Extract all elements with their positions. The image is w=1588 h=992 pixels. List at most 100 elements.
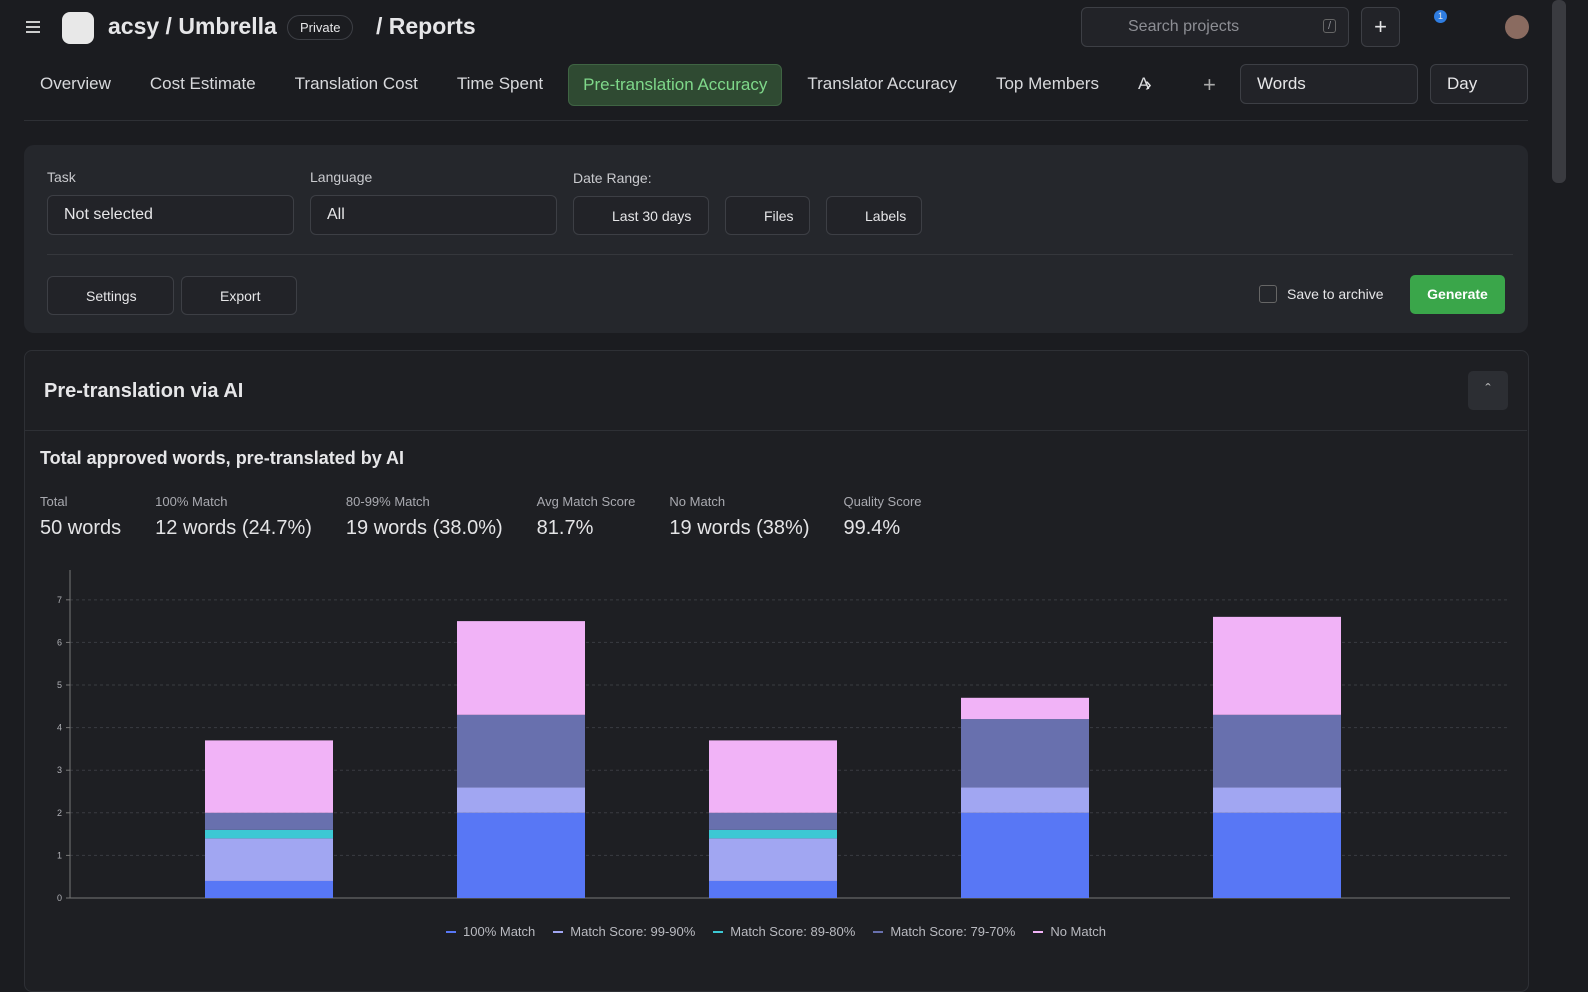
collapse-button[interactable]: ˆ — [1468, 371, 1508, 410]
stat-value: 19 words (38%) — [669, 517, 810, 539]
stat: Quality Score 99.4% — [843, 494, 921, 540]
avatar[interactable] — [1505, 15, 1529, 39]
bar-segment — [205, 880, 333, 898]
legend-label: Match Score: 89-80% — [730, 924, 856, 939]
stat-label: No Match — [669, 494, 726, 509]
tab[interactable]: A — [1137, 74, 1150, 93]
stat-value: 19 words (38.0%) — [345, 517, 503, 539]
section-title: Pre-translation via AI — [44, 380, 244, 402]
search-shortcut: / — [1322, 19, 1336, 33]
visibility-badge: Private — [287, 15, 354, 40]
bar-segment — [961, 812, 1089, 898]
export-button[interactable]: Export — [181, 276, 297, 315]
legend-item[interactable]: Match Score: 79-70% — [873, 924, 1015, 939]
legend-swatch — [1033, 930, 1044, 933]
divider — [24, 120, 1528, 121]
bar-segment — [457, 787, 585, 813]
bar-segment — [709, 880, 837, 898]
tabs-next[interactable]: › — [1145, 74, 1152, 96]
legend-label: 100% Match — [463, 924, 536, 939]
stat-value: 81.7% — [536, 517, 594, 539]
stat-label: Total — [40, 494, 68, 509]
y-tick-label: 6 — [57, 637, 62, 647]
search-box[interactable]: Search projects / — [1081, 7, 1349, 47]
add-tab[interactable]: + — [1203, 72, 1216, 97]
bar-segment — [457, 621, 585, 715]
bar-segment — [457, 812, 585, 898]
task-label: Task — [47, 169, 76, 185]
legend-swatch — [446, 930, 457, 933]
project-name[interactable]: acsy / Umbrella — [108, 13, 277, 39]
bar-segment — [205, 740, 333, 813]
y-tick-label: 3 — [57, 765, 62, 775]
stat-value: 99.4% — [843, 517, 901, 539]
settings-button[interactable]: Settings — [47, 276, 174, 315]
search-placeholder: Search projects — [1128, 18, 1240, 35]
tab[interactable]: Translator Accuracy — [807, 74, 957, 93]
archive-checkbox[interactable] — [1259, 285, 1277, 303]
stat-value: 50 words — [40, 517, 122, 539]
stat: No Match 19 words (38%) — [669, 494, 809, 540]
y-tick-label: 2 — [57, 808, 62, 818]
stat-value: 12 words (24.7%) — [155, 517, 312, 539]
tab[interactable]: Top Members — [995, 74, 1099, 93]
bar-segment — [205, 829, 333, 839]
stat-label: 80-99% Match — [345, 494, 430, 509]
language-select[interactable]: All — [310, 195, 557, 235]
legend-item[interactable]: Match Score: 89-80% — [713, 924, 855, 939]
y-tick-label: 4 — [57, 723, 62, 733]
card-title: Total approved words, pre-translated by … — [40, 448, 405, 468]
legend-label: Match Score: 99-90% — [570, 924, 696, 939]
logo[interactable] — [62, 12, 94, 44]
bar-segment — [1213, 812, 1341, 898]
bar-segment — [205, 838, 333, 881]
bar-segment — [1213, 787, 1341, 813]
files-button[interactable]: Files — [725, 196, 810, 235]
y-tick-label: 5 — [57, 680, 62, 690]
bar-segment — [1213, 714, 1341, 788]
menu-icon[interactable] — [24, 18, 42, 36]
bar-segment — [961, 697, 1089, 720]
legend-label: No Match — [1050, 924, 1106, 939]
stat: Avg Match Score 81.7% — [537, 494, 636, 540]
bar-segment — [709, 829, 837, 839]
legend-label: Match Score: 79-70% — [890, 924, 1016, 939]
stat-label: 100% Match — [155, 494, 228, 509]
tab[interactable]: Cost Estimate — [149, 74, 256, 93]
tab-bar: Overview Cost Estimate Translation Cost Tim… — [26, 64, 1174, 106]
date-button[interactable]: Last 30 days — [573, 196, 709, 235]
add-button[interactable]: + — [1361, 7, 1400, 47]
y-tick-label: 7 — [57, 595, 62, 605]
tab[interactable]: Overview — [40, 74, 111, 93]
tab[interactable]: Translation Cost — [294, 74, 418, 93]
stats-row: Total 50 words 100% Match 12 words (24.7%) 8… — [40, 494, 956, 540]
page-name: / Reports — [376, 13, 476, 39]
legend-item[interactable]: 100% Match — [446, 924, 535, 939]
scrollbar[interactable] — [1552, 0, 1566, 183]
page: acsy / Umbrella Private / Reports Search… — [24, 0, 1566, 992]
bar-segment — [205, 812, 333, 830]
stat: 80-99% Match 19 words (38.0%) — [346, 494, 503, 540]
legend-item[interactable]: Match Score: 99-90% — [553, 924, 695, 939]
stat: 100% Match 12 words (24.7%) — [155, 494, 312, 540]
y-tick-label: 0 — [57, 893, 62, 903]
task-select[interactable]: Not selected — [47, 195, 294, 235]
tab[interactable]: Pre-translation Accuracy — [568, 64, 783, 106]
date-label: Date Range: — [573, 170, 652, 186]
divider — [25, 430, 1527, 431]
period-select[interactable]: Day — [1430, 64, 1528, 104]
y-tick-label: 1 — [57, 850, 62, 860]
archive-label: Save to archive — [1287, 286, 1384, 302]
divider — [47, 254, 1513, 255]
language-label: Language — [310, 169, 373, 185]
legend-swatch — [873, 930, 884, 933]
legend-swatch — [553, 930, 564, 933]
stat: Total 50 words — [40, 494, 121, 540]
tab[interactable]: Time Spent — [456, 74, 544, 93]
bar-segment — [709, 838, 837, 881]
unit-select[interactable]: Words — [1240, 64, 1418, 104]
labels-button[interactable]: Labels — [826, 196, 922, 235]
legend-item[interactable]: No Match — [1033, 924, 1106, 939]
stat-label: Avg Match Score — [536, 494, 636, 509]
generate-button[interactable]: Generate — [1410, 275, 1505, 314]
